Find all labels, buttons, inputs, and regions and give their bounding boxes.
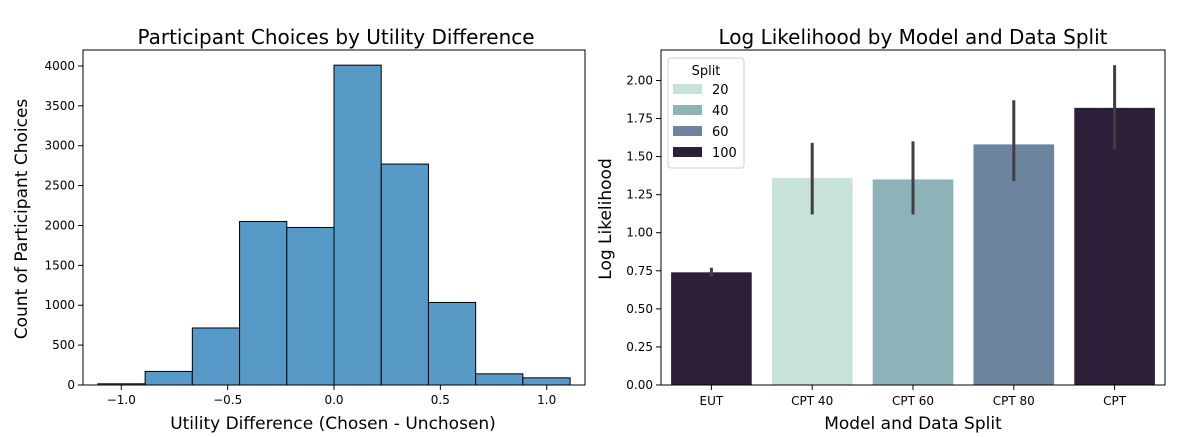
bar-chart-title: Log Likelihood by Model and Data Split <box>718 25 1107 49</box>
histogram-bar <box>380 163 429 386</box>
legend-label: 60 <box>712 125 729 140</box>
bar-chart-x-axis-label: Model and Data Split <box>824 414 1002 433</box>
histogram-x-tick-label: 0.0 <box>324 393 343 407</box>
histogram-bar <box>427 301 477 386</box>
histogram-x-tick-label: 0.5 <box>431 393 450 407</box>
histogram-y-ticks: 0 500 1000 1500 2000 2500 3000 3500 4000 <box>44 59 83 392</box>
histogram-x-axis-label: Utility Difference (Chosen - Unchosen) <box>170 414 496 433</box>
bar-chart-x-tick-label: EUT <box>700 394 724 408</box>
histogram-x-tick-label: −0.5 <box>213 393 242 407</box>
histogram-y-tick-label: 1500 <box>44 258 75 272</box>
histogram-y-tick-label: 3500 <box>44 99 75 113</box>
bar-chart-y-tick-label: 1.00 <box>626 226 653 240</box>
histogram-title: Participant Choices by Utility Differenc… <box>137 25 534 49</box>
legend-label: 20 <box>712 83 729 98</box>
legend-swatch <box>673 147 702 157</box>
histogram-y-tick-label: 0 <box>67 378 75 392</box>
bar-chart-error-bars <box>709 65 1117 277</box>
histogram-y-tick-label: 3000 <box>44 139 75 153</box>
histogram-y-axis-label: Count of Participant Choices <box>12 99 32 340</box>
histogram-bar <box>522 377 571 386</box>
histogram-y-tick-label: 500 <box>52 338 75 352</box>
histogram-x-tick-label: −1.0 <box>107 393 136 407</box>
bar-chart-x-tick-label: CPT 80 <box>993 394 1035 408</box>
legend-entries: 20 40 60 100 <box>673 83 737 161</box>
histogram-bar <box>239 220 288 386</box>
bar-chart-y-tick-label: 0.00 <box>626 378 653 392</box>
histogram-x-ticks: −1.0 −0.5 0.0 0.5 1.0 <box>107 385 556 407</box>
histogram-y-tick-label: 2000 <box>44 218 75 232</box>
bar-chart-y-ticks: 0.00 0.25 0.50 0.75 1.00 1.25 1.50 1.75 2.00 <box>626 73 661 392</box>
histogram-chart: Participant Choices by Utility Differenc… <box>12 25 586 434</box>
legend-title: Split <box>692 64 721 79</box>
bar-chart-y-tick-label: 0.50 <box>626 302 653 316</box>
bar-chart-y-tick-label: 0.75 <box>626 264 653 278</box>
bar-chart-bars <box>671 107 1155 385</box>
histogram-y-tick-label: 2500 <box>44 179 75 193</box>
bar-chart-x-tick-label: CPT <box>1103 394 1127 408</box>
histogram-bar <box>191 327 241 386</box>
legend-label: 40 <box>712 104 729 119</box>
legend-swatch <box>673 84 702 94</box>
histogram-bar <box>286 226 335 386</box>
log-likelihood-chart: Log Likelihood by Model and Data Split E… <box>596 25 1166 434</box>
bar-chart-y-tick-label: 1.75 <box>626 112 653 126</box>
bar <box>671 272 752 385</box>
bar-chart-x-tick-label: CPT 40 <box>791 394 833 408</box>
bar <box>1074 107 1155 385</box>
histogram-bars <box>97 64 571 386</box>
bar-chart-y-tick-label: 1.50 <box>626 150 653 164</box>
histogram-bar <box>475 373 524 386</box>
histogram-y-tick-label: 4000 <box>44 59 75 73</box>
histogram-x-tick-label: 1.0 <box>537 393 556 407</box>
histogram-bar <box>144 370 193 386</box>
bar-chart-y-tick-label: 2.00 <box>626 73 653 87</box>
bar-chart-y-axis-label: Log Likelihood <box>596 158 616 279</box>
bar-chart-x-ticks: EUT CPT 40 CPT 60 CPT 80 CPT <box>700 385 1127 408</box>
histogram-y-tick-label: 1000 <box>44 298 75 312</box>
bar <box>973 144 1055 385</box>
legend-swatch <box>673 126 702 136</box>
legend-label: 100 <box>712 146 737 161</box>
bar-chart-y-tick-label: 0.25 <box>626 340 653 354</box>
bar-chart-x-tick-label: CPT 60 <box>892 394 934 408</box>
legend-swatch <box>673 105 702 115</box>
histogram-bar <box>333 64 382 386</box>
bar-chart-y-tick-label: 1.25 <box>626 188 653 202</box>
legend: Split 20 40 60 100 <box>667 57 745 169</box>
